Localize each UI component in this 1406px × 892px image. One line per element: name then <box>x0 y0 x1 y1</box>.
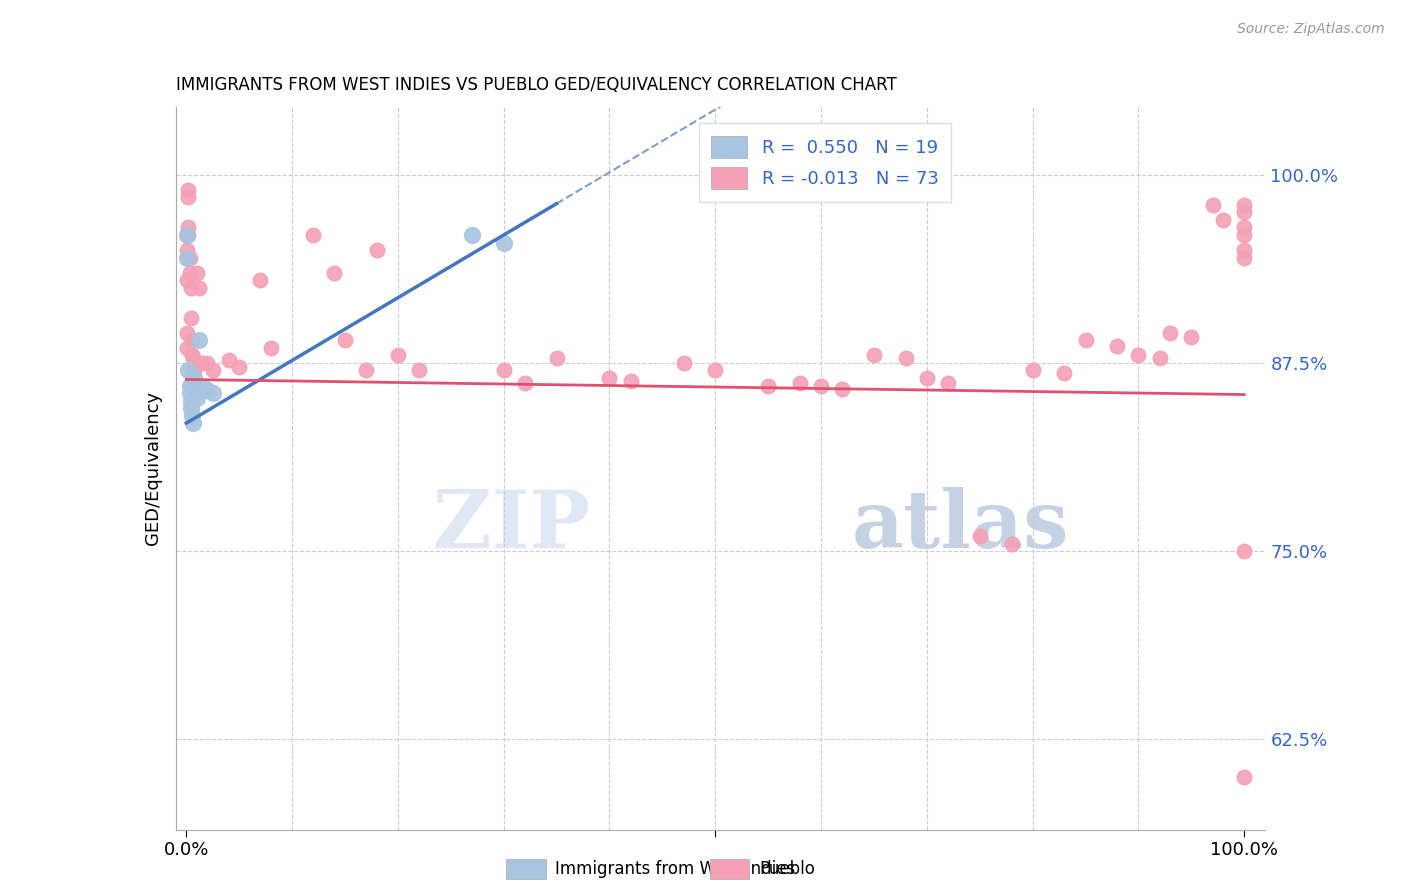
Point <box>176 251 198 265</box>
Point <box>179 378 201 392</box>
Point <box>302 227 325 242</box>
Point <box>180 334 202 348</box>
Point <box>179 386 201 401</box>
Point <box>184 384 207 399</box>
Point <box>1233 251 1256 265</box>
Point <box>1201 198 1223 212</box>
Point <box>333 334 356 348</box>
Point <box>863 348 886 362</box>
Point <box>183 376 205 390</box>
Point <box>180 280 202 294</box>
Point <box>1159 326 1181 340</box>
Point <box>176 326 198 340</box>
Point <box>218 353 240 368</box>
Point <box>188 334 211 348</box>
Point <box>180 348 202 362</box>
Point <box>1233 770 1256 784</box>
Point <box>188 280 211 294</box>
Point <box>228 360 250 375</box>
Point <box>1021 363 1043 377</box>
Point <box>181 351 204 366</box>
Y-axis label: GED/Equivalency: GED/Equivalency <box>143 392 162 545</box>
Point <box>176 227 198 242</box>
Point <box>1000 536 1022 550</box>
Point <box>1212 213 1234 227</box>
Point <box>179 266 201 280</box>
Text: Source: ZipAtlas.com: Source: ZipAtlas.com <box>1237 22 1385 37</box>
Point <box>186 391 208 405</box>
Point <box>323 266 346 280</box>
Point <box>176 273 198 287</box>
Point <box>756 378 779 392</box>
Text: IMMIGRANTS FROM WEST INDIES VS PUEBLO GED/EQUIVALENCY CORRELATION CHART: IMMIGRANTS FROM WEST INDIES VS PUEBLO GE… <box>176 77 897 95</box>
Point <box>180 409 202 423</box>
Point <box>620 374 643 388</box>
Point <box>177 363 200 377</box>
Point <box>1233 227 1256 242</box>
Point <box>1233 205 1256 219</box>
Point <box>1233 198 1256 212</box>
Text: ZIP: ZIP <box>433 487 591 566</box>
Point <box>704 363 727 377</box>
Point <box>179 251 201 265</box>
Point <box>1107 339 1129 353</box>
Point <box>1180 330 1202 344</box>
Point <box>1074 334 1097 348</box>
Point <box>181 416 204 430</box>
Point <box>831 382 853 396</box>
Point <box>191 378 214 392</box>
Point <box>354 363 377 377</box>
Point <box>366 243 388 257</box>
Point <box>915 371 938 385</box>
Point <box>183 371 205 385</box>
Point <box>183 363 205 377</box>
Point <box>197 356 219 370</box>
Point <box>176 341 198 355</box>
Point <box>180 393 202 408</box>
Point <box>1149 351 1171 366</box>
Point <box>546 351 568 366</box>
Point <box>176 251 198 265</box>
Point <box>408 363 430 377</box>
Point <box>260 341 283 355</box>
Point <box>789 376 811 390</box>
Point <box>201 386 224 401</box>
Point <box>894 351 917 366</box>
Point <box>810 378 832 392</box>
Point <box>186 266 208 280</box>
Point <box>387 348 409 362</box>
Point <box>177 190 200 204</box>
Point <box>1233 220 1256 235</box>
Point <box>249 273 271 287</box>
Point <box>936 376 959 390</box>
Point <box>176 243 198 257</box>
Point <box>176 227 198 242</box>
Point <box>177 183 200 197</box>
Point <box>1233 243 1256 257</box>
Point <box>1128 348 1150 362</box>
Point <box>1233 544 1256 558</box>
Point <box>181 363 204 377</box>
Point <box>197 383 219 397</box>
Point <box>191 356 214 370</box>
Point <box>180 310 202 325</box>
Point <box>177 220 200 235</box>
Point <box>492 235 515 250</box>
Point <box>180 401 202 415</box>
Text: atlas: atlas <box>852 487 1069 566</box>
Text: Immigrants from West Indies: Immigrants from West Indies <box>555 860 796 878</box>
Point <box>184 378 207 392</box>
Legend: R =  0.550   N = 19, R = -0.013   N = 73: R = 0.550 N = 19, R = -0.013 N = 73 <box>699 123 952 202</box>
Point <box>969 529 991 543</box>
Point <box>492 363 515 377</box>
Point <box>598 371 620 385</box>
Point <box>461 227 484 242</box>
Point <box>184 382 207 396</box>
Text: Pueblo: Pueblo <box>759 860 815 878</box>
Point <box>672 356 695 370</box>
Point <box>177 227 200 242</box>
Point <box>1053 367 1076 381</box>
Point <box>513 376 536 390</box>
Point <box>201 363 224 377</box>
